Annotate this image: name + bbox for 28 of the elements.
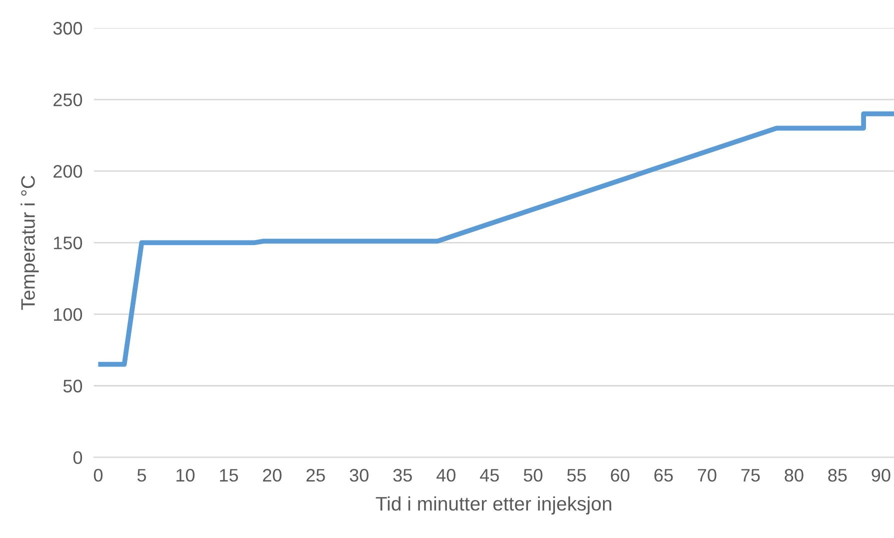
y-axis-title: Temperatur i °C	[20, 176, 39, 310]
y-tick-label: 50	[63, 380, 82, 392]
x-tick-label: 85	[828, 468, 847, 482]
y-tick-label: 200	[54, 165, 82, 178]
x-tick-label: 75	[741, 469, 760, 482]
x-tick-label: 80	[784, 468, 804, 482]
x-tick-label: 70	[698, 468, 716, 482]
x-tick-label: 90	[872, 468, 890, 482]
x-tick-label: 55	[567, 469, 586, 482]
x-tick-label: 40	[436, 468, 456, 482]
x-tick-label: 45	[480, 469, 499, 482]
x-tick-label: 10	[176, 468, 195, 482]
x-tick-label: 65	[654, 468, 673, 482]
x-tick-label: 25	[306, 468, 325, 482]
x-tick-label: 5	[137, 469, 146, 482]
x-tick-label: 60	[610, 468, 630, 482]
x-axis-title: Tid i minutter etter injeksjon	[376, 496, 612, 514]
y-tick-label: 0	[73, 451, 82, 464]
x-tick-label: 15	[220, 469, 238, 482]
x-tick-label: 0	[94, 468, 103, 482]
x-tick-label: 35	[393, 468, 412, 482]
y-tick-label: 250	[54, 93, 82, 106]
x-tick-label: 20	[263, 468, 282, 482]
y-tick-label: 100	[54, 308, 82, 321]
x-tick-label: 30	[350, 468, 368, 482]
y-tick-label: 300	[53, 22, 82, 35]
x-tick-label: 50	[524, 468, 542, 482]
y-tick-label: 150	[54, 236, 82, 250]
